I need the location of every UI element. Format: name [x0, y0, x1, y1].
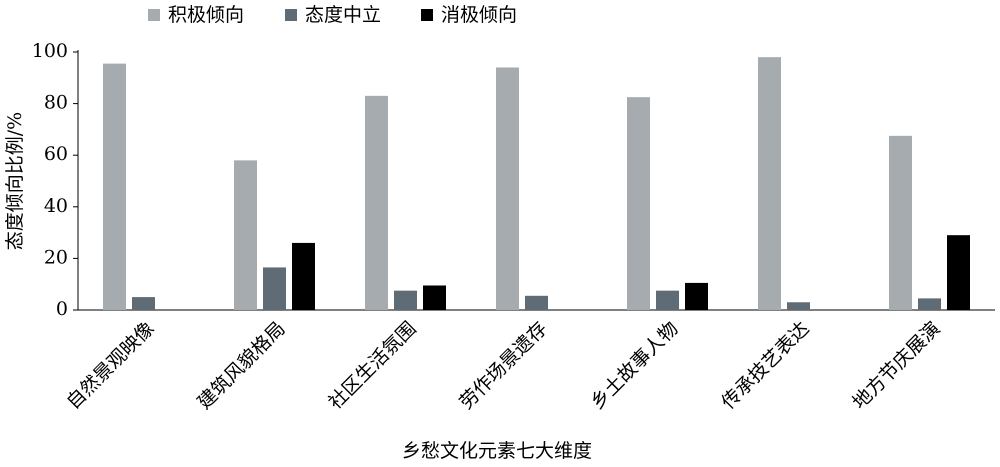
legend-swatch [285, 9, 297, 21]
x-tick-label: 自然景观映像 [62, 318, 158, 414]
x-tick-label: 建筑风貌格局 [193, 318, 289, 414]
bar [423, 285, 446, 310]
bar [947, 235, 970, 310]
bar [787, 302, 810, 310]
bar [365, 95, 388, 310]
bar [394, 290, 417, 310]
bar [758, 57, 781, 310]
bar [656, 290, 679, 310]
legend-swatch [421, 9, 433, 21]
bar [263, 267, 286, 310]
y-tick-label: 60 [44, 143, 68, 165]
y-tick-label: 40 [44, 195, 68, 217]
bar [234, 160, 257, 310]
bar [496, 67, 519, 310]
x-axis-title: 乡愁文化元素七大维度 [402, 440, 592, 462]
legend-swatch [148, 9, 160, 21]
bar [103, 63, 126, 310]
bar [132, 297, 155, 310]
x-tick-label: 劳作场景遗存 [455, 318, 551, 414]
y-tick-label: 100 [32, 40, 68, 62]
x-tick-label: 乡土故事人物 [586, 318, 682, 414]
bar [889, 135, 912, 310]
bar [627, 97, 650, 311]
y-tick-label: 0 [56, 298, 68, 320]
bar [685, 282, 708, 310]
bar [918, 298, 941, 310]
legend-label: 态度中立 [305, 4, 381, 26]
bar [292, 242, 315, 310]
x-tick-label: 传承技艺表达 [717, 318, 813, 414]
y-tick-label: 80 [44, 92, 68, 114]
bar [525, 295, 548, 310]
legend-label: 消极倾向 [441, 4, 517, 26]
y-tick-label: 20 [44, 246, 68, 268]
x-tick-label: 社区生活氛围 [324, 318, 420, 414]
y-axis-title: 态度倾向比例/% [4, 112, 26, 250]
legend-label: 积极倾向 [168, 4, 244, 26]
x-tick-label: 地方节庆展演 [848, 318, 944, 414]
